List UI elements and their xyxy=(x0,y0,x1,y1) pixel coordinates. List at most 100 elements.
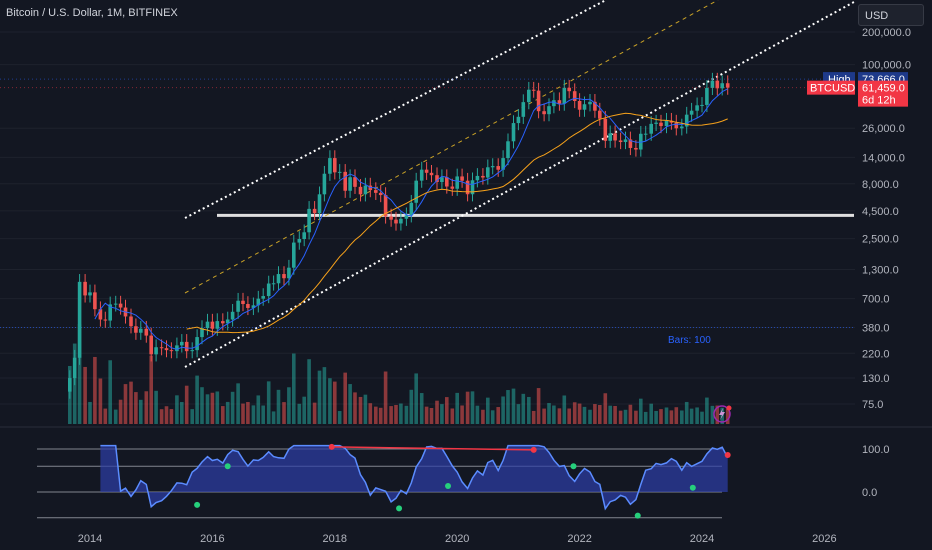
candle-body-80 xyxy=(475,175,480,181)
candle-31 xyxy=(225,311,230,331)
volume-bar-124 xyxy=(700,411,704,424)
candle-body-95 xyxy=(552,100,556,107)
volume-bar-28 xyxy=(210,392,215,424)
candle-96 xyxy=(557,92,562,111)
osc-signal-dot-0 xyxy=(328,443,335,450)
candle-body-83 xyxy=(490,166,495,168)
candle-112 xyxy=(639,125,643,157)
volume-bar-121 xyxy=(684,401,689,424)
candle-92 xyxy=(536,82,541,119)
candle-45 xyxy=(297,231,302,250)
candle-7 xyxy=(103,311,108,328)
volume-bar-80 xyxy=(475,405,480,424)
time-tick-label: 2020 xyxy=(445,533,469,545)
currency-button[interactable]: USD xyxy=(858,4,924,26)
last-price-label: 61,459.0 xyxy=(862,83,905,95)
volume-bar-104 xyxy=(597,404,602,424)
candle-81 xyxy=(481,168,485,185)
candle-body-61 xyxy=(378,192,383,196)
volume-bar-125 xyxy=(705,397,709,424)
candle-body-129 xyxy=(725,83,730,88)
volume-bar-54 xyxy=(343,372,348,424)
volume-bar-97 xyxy=(562,395,567,424)
candle-42 xyxy=(282,266,286,286)
candle-body-21 xyxy=(175,345,179,352)
candle-body-16 xyxy=(149,335,153,355)
candle-121 xyxy=(684,106,689,134)
time-axis[interactable]: 2014 2016 2018 2020 2022 2024 2026 xyxy=(78,533,837,545)
candle-body-126 xyxy=(710,80,715,88)
candle-82 xyxy=(486,159,490,185)
candle-1 xyxy=(72,349,77,386)
candle-44 xyxy=(291,234,296,275)
candle-body-124 xyxy=(700,104,704,106)
candle-115 xyxy=(654,114,658,131)
volume-bar-63 xyxy=(389,406,393,424)
candle-120 xyxy=(680,118,684,136)
candle-body-12 xyxy=(129,316,133,327)
volume-bar-86 xyxy=(506,390,510,424)
volume-bar-12 xyxy=(129,381,133,424)
candle-78 xyxy=(465,172,470,202)
volume-bar-15 xyxy=(144,391,149,424)
osc-signal-dot-3 xyxy=(224,463,231,470)
candle-20 xyxy=(169,342,174,359)
candle-66 xyxy=(404,207,409,226)
candle-body-67 xyxy=(409,202,414,216)
volume-bar-7 xyxy=(103,408,108,424)
candle-body-81 xyxy=(481,175,485,178)
volume-bar-10 xyxy=(118,399,123,424)
volume-bar-14 xyxy=(138,399,143,424)
candle-body-39 xyxy=(266,283,271,297)
lightning-bolt-icon xyxy=(719,408,725,420)
candle-90 xyxy=(527,81,531,110)
candle-body-32 xyxy=(230,311,235,320)
volume-bar-9 xyxy=(113,409,118,424)
volume-bar-122 xyxy=(689,408,694,424)
candle-body-37 xyxy=(256,298,261,306)
candle-body-70 xyxy=(424,169,429,173)
candle-83 xyxy=(490,158,495,175)
volume-bar-114 xyxy=(649,403,654,424)
candle-70 xyxy=(424,161,429,180)
candle-114 xyxy=(649,116,654,141)
candle-body-127 xyxy=(715,80,720,89)
price-tick-label: 100,000.0 xyxy=(862,60,911,72)
candle-body-99 xyxy=(572,91,577,101)
chart-title: Bitcoin / U.S. Dollar, 1M, BITFINEX xyxy=(6,7,178,19)
candle-body-38 xyxy=(261,296,265,299)
volume-bar-5 xyxy=(93,356,97,424)
candle-71 xyxy=(429,164,434,183)
volume-bar-22 xyxy=(180,402,184,424)
candle-body-85 xyxy=(501,158,505,170)
candle-9 xyxy=(113,295,118,312)
osc-line xyxy=(100,444,729,511)
price-axis[interactable]: 200,000.0 100,000.0 26,000.0 14,000.0 8,000.… xyxy=(862,27,911,499)
volume-bar-8 xyxy=(108,360,112,424)
candle-body-72 xyxy=(435,175,439,183)
candle-127 xyxy=(715,72,720,96)
volume-bar-42 xyxy=(282,402,286,424)
candle-body-128 xyxy=(720,83,724,89)
volume-bar-117 xyxy=(664,407,669,424)
volume-bar-70 xyxy=(424,406,429,424)
candle-129 xyxy=(725,75,730,95)
candle-48 xyxy=(312,201,317,221)
candle-body-118 xyxy=(669,120,674,123)
candle-107 xyxy=(613,125,617,148)
candle-105 xyxy=(603,110,608,148)
candle-80 xyxy=(475,168,480,188)
candle-body-23 xyxy=(184,341,189,352)
candle-49 xyxy=(317,186,322,221)
notification-dot-icon xyxy=(726,405,732,411)
candle-body-101 xyxy=(582,104,587,110)
candle-body-56 xyxy=(353,177,357,187)
volume-bar-85 xyxy=(501,396,505,424)
volume-bar-25 xyxy=(195,375,199,424)
osc-tick-label: 0.0 xyxy=(862,487,877,499)
candle-64 xyxy=(394,211,398,231)
candle-39 xyxy=(266,275,271,304)
candle-123 xyxy=(695,97,699,118)
